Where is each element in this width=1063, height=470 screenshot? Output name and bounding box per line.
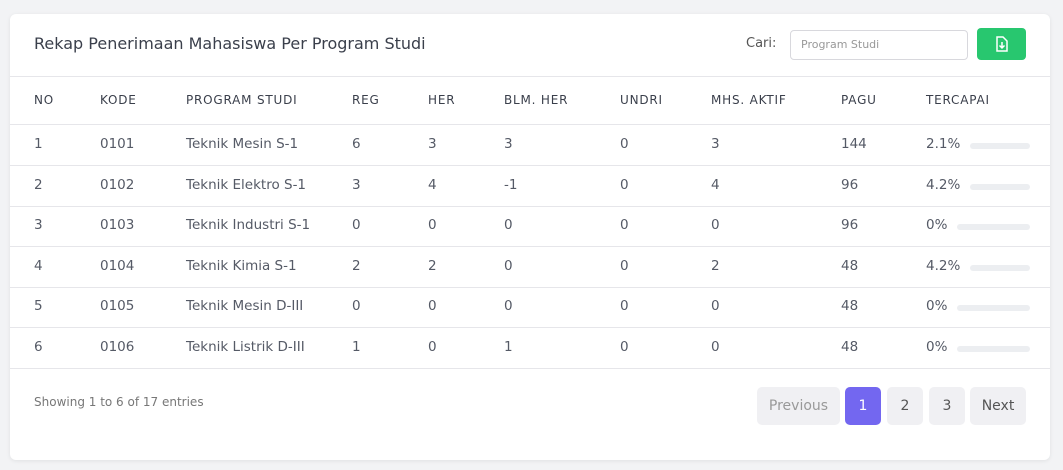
table-cell: Teknik Elektro S-1 — [186, 176, 307, 193]
page-button[interactable]: 2 — [887, 387, 923, 425]
table-cell: 4.2% — [926, 176, 961, 193]
table-cell: 0104 — [100, 257, 135, 274]
table-cell: 1 — [352, 339, 361, 355]
column-header[interactable]: KODE — [100, 93, 137, 107]
table-cell: 0 — [711, 217, 720, 234]
table-cell: 48 — [841, 339, 859, 355]
table-cell: 96 — [841, 217, 859, 234]
page-button[interactable]: 3 — [929, 387, 965, 425]
table-cell: 2 — [352, 257, 361, 274]
table-cell: 0 — [711, 298, 720, 315]
table-cell: 6 — [352, 136, 361, 152]
table-cell: 6 — [34, 339, 43, 355]
table-cell: 0% — [926, 339, 948, 355]
table-cell: 0 — [428, 298, 437, 315]
column-header[interactable]: PROGRAM STUDI — [186, 93, 298, 107]
divider — [10, 327, 1050, 329]
table-cell: 0 — [620, 217, 629, 234]
table-cell: Teknik Kimia S-1 — [186, 257, 297, 274]
progress-track — [970, 264, 1030, 271]
progress-track — [957, 346, 1030, 352]
divider — [10, 76, 1050, 77]
table-cell: 4 — [428, 176, 437, 193]
table-cell: 0 — [620, 298, 629, 315]
search-label: Cari: — [746, 36, 777, 51]
divider — [10, 205, 1050, 207]
table-cell: 144 — [841, 136, 867, 152]
table-cell: 0 — [711, 339, 720, 355]
table-cell: 0 — [504, 257, 513, 274]
divider — [10, 165, 1050, 166]
table-cell: 3 — [352, 176, 361, 193]
table-cell: 0 — [620, 136, 629, 152]
table-cell: 0 — [620, 257, 629, 274]
search-input[interactable]: Program Studi — [790, 30, 968, 60]
table-cell: 2 — [428, 257, 437, 274]
column-header[interactable]: TERCAPAI — [926, 93, 990, 107]
table-cell: 0 — [428, 339, 437, 355]
divider — [10, 368, 1050, 369]
page-button[interactable]: Previous — [757, 387, 840, 425]
table-cell: 1 — [34, 136, 43, 152]
table-cell: 0105 — [100, 298, 135, 315]
progress-track — [957, 224, 1030, 231]
entries-info: Showing 1 to 6 of 17 entries — [34, 395, 204, 409]
divider — [10, 124, 1050, 125]
table-cell: 4 — [711, 176, 720, 193]
table-cell: 1 — [504, 339, 513, 355]
table-cell: 0% — [926, 298, 948, 315]
table-cell: -1 — [504, 176, 518, 193]
table-cell: 2.1% — [926, 136, 961, 152]
table-cell: 0103 — [100, 217, 135, 234]
table-cell: Teknik Mesin D-III — [186, 298, 304, 315]
column-header[interactable]: HER — [428, 93, 456, 107]
table-cell: 2 — [711, 257, 720, 274]
table-cell: 3 — [711, 136, 720, 152]
table-cell: 0 — [428, 217, 437, 234]
table-cell: 4 — [34, 257, 43, 274]
table-cell: 0 — [620, 176, 629, 193]
table-cell: 2 — [34, 176, 43, 193]
column-header[interactable]: PAGU — [841, 93, 877, 107]
table-cell: 5 — [34, 298, 43, 315]
table-cell: 48 — [841, 257, 859, 274]
table-cell: Teknik Industri S-1 — [186, 217, 311, 234]
table-cell: 0 — [352, 217, 361, 234]
table-cell: 0 — [352, 298, 361, 315]
progress-track — [970, 183, 1030, 190]
search-placeholder: Program Studi — [801, 38, 880, 51]
table-cell: 3 — [428, 136, 437, 152]
table-cell: 0106 — [100, 339, 135, 355]
table-cell: 3 — [34, 217, 43, 234]
table-cell: 4.2% — [926, 257, 961, 274]
column-header[interactable]: MHS. AKTIF — [711, 93, 787, 107]
column-header[interactable]: BLM. HER — [504, 93, 569, 107]
table-cell: 0% — [926, 217, 948, 234]
card-title: Rekap Penerimaan Mahasiswa Per Program S… — [34, 34, 426, 53]
table-cell: 0101 — [100, 136, 135, 152]
column-header[interactable]: NO — [34, 93, 55, 107]
divider — [10, 286, 1050, 288]
table-cell: 0 — [620, 339, 629, 355]
table-cell: 0 — [504, 298, 513, 315]
card: Rekap Penerimaan Mahasiswa Per Program S… — [10, 14, 1050, 460]
page-button[interactable]: 1 — [845, 387, 881, 425]
table-cell: 48 — [841, 298, 859, 315]
table-cell: 3 — [504, 136, 513, 152]
table-cell: Teknik Listrik D-III — [186, 339, 305, 355]
progress-track — [970, 143, 1030, 149]
progress-track — [957, 305, 1030, 312]
page-button[interactable]: Next — [970, 387, 1026, 425]
table-cell: 96 — [841, 176, 859, 193]
table-cell: 0 — [504, 217, 513, 234]
download-icon — [996, 36, 1008, 52]
divider — [10, 246, 1050, 248]
table-cell: 0102 — [100, 176, 135, 193]
download-button[interactable] — [977, 28, 1026, 60]
column-header[interactable]: REG — [352, 93, 380, 107]
table-cell: Teknik Mesin S-1 — [186, 136, 299, 152]
column-header[interactable]: UNDRI — [620, 93, 663, 107]
